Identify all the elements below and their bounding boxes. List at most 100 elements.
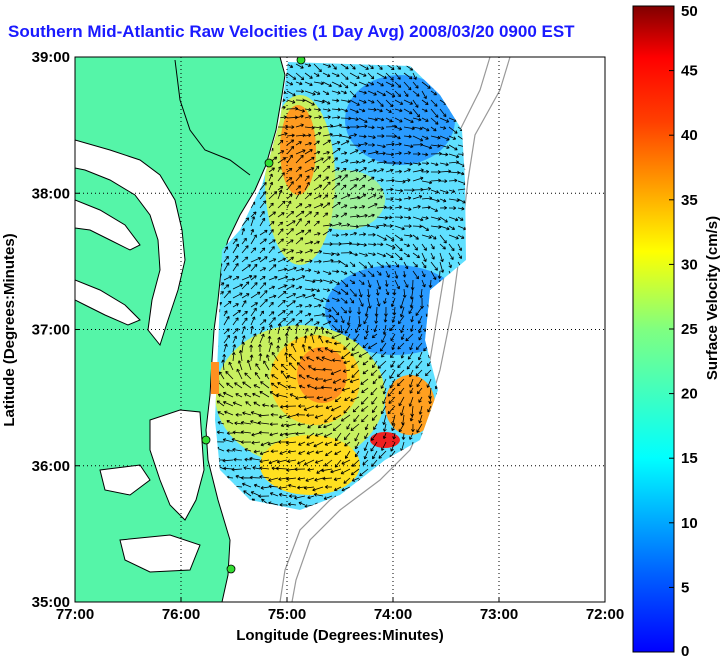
velocity-arrow — [288, 353, 297, 362]
velocity-arrow — [398, 396, 405, 407]
velocity-arrow — [340, 232, 349, 237]
velocity-arrow — [260, 485, 270, 490]
velocity-arrow — [244, 372, 252, 380]
velocity-arrow — [340, 184, 347, 191]
velocity-arrow — [286, 154, 293, 164]
velocity-arrow — [340, 261, 349, 267]
velocity-arrow — [242, 411, 252, 416]
velocity-arrow — [241, 237, 247, 245]
station-marker — [296, 57, 306, 65]
velocity-arrow — [340, 297, 348, 304]
velocity-arrow — [277, 248, 286, 254]
velocity-arrow — [403, 117, 414, 123]
velocity-arrow — [437, 270, 442, 279]
velocity-arrow — [304, 107, 312, 112]
velocity-arrow — [223, 290, 231, 299]
velocity-arrow — [241, 317, 248, 326]
velocity-arrow — [320, 385, 333, 390]
y-tick-label: 39:00 — [32, 49, 70, 66]
velocity-arrow — [250, 275, 257, 281]
velocity-arrow — [412, 216, 424, 222]
velocity-arrow — [400, 333, 405, 341]
velocity-arrow — [277, 185, 284, 191]
velocity-arrow — [340, 223, 351, 227]
station-marker — [201, 435, 211, 445]
velocity-arrow — [232, 238, 238, 245]
velocity-arrow — [304, 63, 312, 67]
velocity-arrow — [287, 385, 297, 389]
velocity-arrow — [313, 140, 320, 146]
velocity-arrow — [349, 168, 359, 173]
velocity-arrow — [286, 72, 297, 80]
velocity-arrow — [430, 126, 437, 132]
velocity-arrow — [418, 396, 423, 403]
velocity-arrow — [394, 252, 403, 261]
velocity-arrow — [349, 149, 359, 155]
velocity-arrow — [340, 306, 347, 314]
velocity-arrow — [304, 133, 312, 138]
velocity-arrow — [222, 458, 234, 463]
velocity-arrow — [400, 324, 405, 334]
velocity-arrow — [349, 133, 357, 137]
velocity-arrow — [457, 234, 465, 239]
velocity-arrow — [270, 449, 279, 454]
velocity-arrow — [331, 81, 342, 88]
velocity-arrow — [331, 269, 340, 274]
velocity-arrow — [351, 360, 360, 368]
velocity-arrow — [358, 108, 366, 113]
velocity-arrow — [378, 369, 387, 379]
velocity-arrow — [241, 275, 253, 281]
velocity-arrow — [372, 450, 378, 460]
velocity-arrow — [252, 392, 261, 398]
velocity-arrow — [226, 382, 234, 389]
velocity-arrow — [232, 283, 244, 290]
velocity-arrow — [386, 224, 393, 228]
velocity-arrow — [415, 306, 423, 316]
velocity-arrow — [385, 99, 394, 108]
velocity-arrow — [307, 467, 315, 472]
velocity-arrow — [295, 285, 303, 290]
velocity-arrow — [313, 125, 323, 130]
colorbar-tick-label: 0 — [681, 643, 689, 659]
velocity-arrow — [295, 218, 302, 227]
velocity-arrow — [343, 405, 351, 414]
velocity-arrow — [367, 279, 372, 288]
velocity-arrow — [410, 315, 414, 323]
velocity-arrow — [394, 90, 402, 97]
velocity-arrow — [448, 178, 458, 183]
velocity-arrow — [385, 288, 390, 296]
velocity-arrow — [349, 117, 359, 121]
velocity-arrow — [322, 228, 333, 236]
velocity-arrow — [313, 63, 322, 73]
velocity-arrow — [259, 282, 267, 290]
velocity-arrow — [387, 405, 396, 415]
velocity-arrow — [405, 333, 414, 342]
velocity-arrow — [358, 232, 367, 237]
velocity-arrow — [287, 502, 297, 507]
velocity-arrow — [409, 342, 414, 351]
velocity-arrow — [439, 261, 445, 273]
velocity-arrow — [270, 412, 279, 417]
velocity-arrow — [223, 284, 230, 290]
velocity-arrow — [249, 475, 261, 480]
velocity-arrow — [367, 90, 377, 96]
velocity-arrow — [331, 147, 341, 155]
velocity-arrow — [303, 405, 315, 411]
velocity-arrow — [219, 371, 225, 380]
velocity-arrow — [232, 243, 239, 254]
velocity-arrow — [314, 477, 324, 482]
velocity-arrow — [240, 475, 252, 480]
velocity-arrow — [317, 348, 324, 353]
velocity-arrow — [226, 431, 234, 436]
velocity-arrow — [304, 175, 310, 182]
velocity-arrow — [430, 90, 437, 96]
velocity-arrow — [259, 276, 266, 281]
velocity-arrow — [367, 159, 376, 164]
velocity-arrow — [259, 475, 270, 479]
velocity-arrow — [303, 485, 315, 490]
velocity-arrow — [331, 90, 341, 95]
velocity-arrow — [277, 157, 287, 164]
velocity-arrow — [322, 202, 331, 209]
velocity-arrow — [394, 215, 404, 220]
